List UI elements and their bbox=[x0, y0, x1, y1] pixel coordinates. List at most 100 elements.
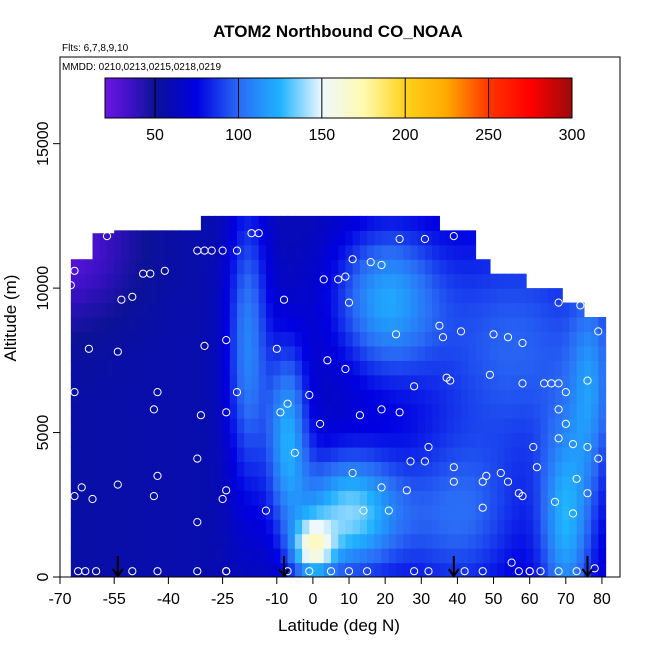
heatmap-cell bbox=[164, 360, 173, 376]
heatmap-cell bbox=[367, 244, 375, 260]
heatmap-cell bbox=[280, 302, 289, 318]
heatmap-cell bbox=[359, 432, 368, 448]
observation-point bbox=[128, 567, 137, 576]
heatmap-cell bbox=[294, 461, 303, 477]
heatmap-cell bbox=[468, 230, 477, 246]
heatmap-cell bbox=[453, 317, 462, 333]
heatmap-cell bbox=[237, 215, 245, 231]
x-tick-label: -55 bbox=[103, 591, 126, 608]
heatmap-cell bbox=[309, 533, 318, 549]
heatmap-cell bbox=[135, 504, 144, 520]
heatmap-cell bbox=[540, 418, 549, 434]
heatmap-cell bbox=[482, 548, 491, 564]
heatmap-cell bbox=[345, 461, 354, 477]
heatmap-cell bbox=[396, 345, 404, 361]
heatmap-cell bbox=[99, 302, 108, 318]
heatmap-cell bbox=[330, 360, 339, 376]
heatmap-cell bbox=[150, 360, 159, 376]
heatmap-cell bbox=[482, 403, 491, 419]
heatmap-cell bbox=[381, 533, 390, 549]
heatmap-cell bbox=[229, 288, 238, 304]
heatmap-cell bbox=[475, 302, 484, 318]
heatmap-cell bbox=[424, 548, 433, 564]
heatmap-cell bbox=[287, 259, 296, 275]
heatmap-cell bbox=[583, 374, 592, 390]
heatmap-cell bbox=[497, 389, 505, 405]
heatmap-cell bbox=[164, 418, 173, 434]
heatmap-cell bbox=[150, 519, 159, 535]
heatmap-cell bbox=[374, 490, 383, 506]
heatmap-cell bbox=[106, 461, 115, 477]
heatmap-cell bbox=[323, 389, 332, 405]
heatmap-cell bbox=[562, 490, 571, 506]
heatmap-cell bbox=[128, 403, 137, 419]
heatmap-cell bbox=[193, 562, 202, 577]
heatmap-cell bbox=[316, 475, 325, 491]
heatmap-cell bbox=[598, 447, 607, 463]
heatmap-cell bbox=[323, 447, 332, 463]
heatmap-cell bbox=[244, 389, 253, 405]
heatmap-cell bbox=[518, 519, 527, 535]
heatmap-cell bbox=[135, 374, 144, 390]
heatmap-cell bbox=[475, 259, 484, 275]
heatmap-cell bbox=[150, 244, 159, 260]
heatmap-cell bbox=[302, 288, 310, 304]
heatmap-cell bbox=[229, 273, 238, 289]
heatmap-cell bbox=[533, 461, 542, 477]
heatmap-cell bbox=[135, 230, 144, 246]
heatmap-cell bbox=[540, 533, 549, 549]
heatmap-cell bbox=[294, 447, 303, 463]
heatmap-cell bbox=[121, 288, 130, 304]
heatmap-cell bbox=[330, 403, 339, 419]
heatmap-cell bbox=[70, 418, 79, 434]
heatmap-cell bbox=[280, 317, 289, 333]
observation-point bbox=[532, 463, 542, 472]
heatmap-cell bbox=[345, 331, 354, 347]
heatmap-cell bbox=[114, 389, 123, 405]
heatmap-cell bbox=[367, 273, 375, 289]
heatmap-cell bbox=[330, 345, 339, 361]
heatmap-cell bbox=[99, 233, 108, 246]
observation-point bbox=[485, 370, 494, 379]
heatmap-cell bbox=[208, 403, 216, 419]
heatmap-cell bbox=[273, 432, 281, 448]
heatmap-cell bbox=[273, 490, 281, 506]
heatmap-cell bbox=[359, 317, 368, 333]
heatmap-cell bbox=[598, 418, 607, 434]
heatmap-cell bbox=[244, 504, 253, 520]
heatmap-cell bbox=[323, 215, 332, 231]
y-tick-label: 15000 bbox=[35, 121, 52, 166]
heatmap-cell bbox=[85, 475, 94, 491]
observation-point bbox=[456, 327, 466, 336]
heatmap-cell bbox=[70, 360, 79, 376]
heatmap-cell bbox=[475, 490, 484, 506]
heatmap-cell bbox=[504, 533, 513, 549]
heatmap-cell bbox=[237, 548, 245, 564]
heatmap-cell bbox=[583, 519, 592, 535]
heatmap-cell bbox=[92, 233, 101, 246]
heatmap-cell bbox=[374, 389, 383, 405]
heatmap-cell bbox=[352, 519, 361, 535]
heatmap-cell bbox=[294, 273, 303, 289]
heatmap-cell bbox=[432, 331, 440, 347]
heatmap-cell bbox=[598, 331, 607, 347]
heatmap-cell bbox=[446, 519, 455, 535]
heatmap-cell bbox=[475, 447, 484, 463]
surface-arrows bbox=[111, 556, 594, 578]
heatmap-cell bbox=[410, 504, 419, 520]
heatmap-cell bbox=[215, 504, 224, 520]
heatmap-cell bbox=[547, 562, 556, 577]
heatmap-cell bbox=[302, 259, 310, 275]
heatmap-cell bbox=[461, 317, 469, 333]
heatmap-cell bbox=[367, 259, 375, 275]
heatmap-cell bbox=[215, 432, 224, 448]
heatmap-cell bbox=[562, 461, 571, 477]
heatmap-cell bbox=[367, 432, 375, 448]
heatmap-cell bbox=[287, 418, 296, 434]
heatmap-cell bbox=[265, 447, 274, 463]
heatmap-cell bbox=[251, 475, 260, 491]
heatmap-cell bbox=[367, 360, 375, 376]
heatmap-cell bbox=[417, 533, 426, 549]
heatmap-cell bbox=[583, 418, 592, 434]
heatmap-cell bbox=[128, 562, 137, 577]
